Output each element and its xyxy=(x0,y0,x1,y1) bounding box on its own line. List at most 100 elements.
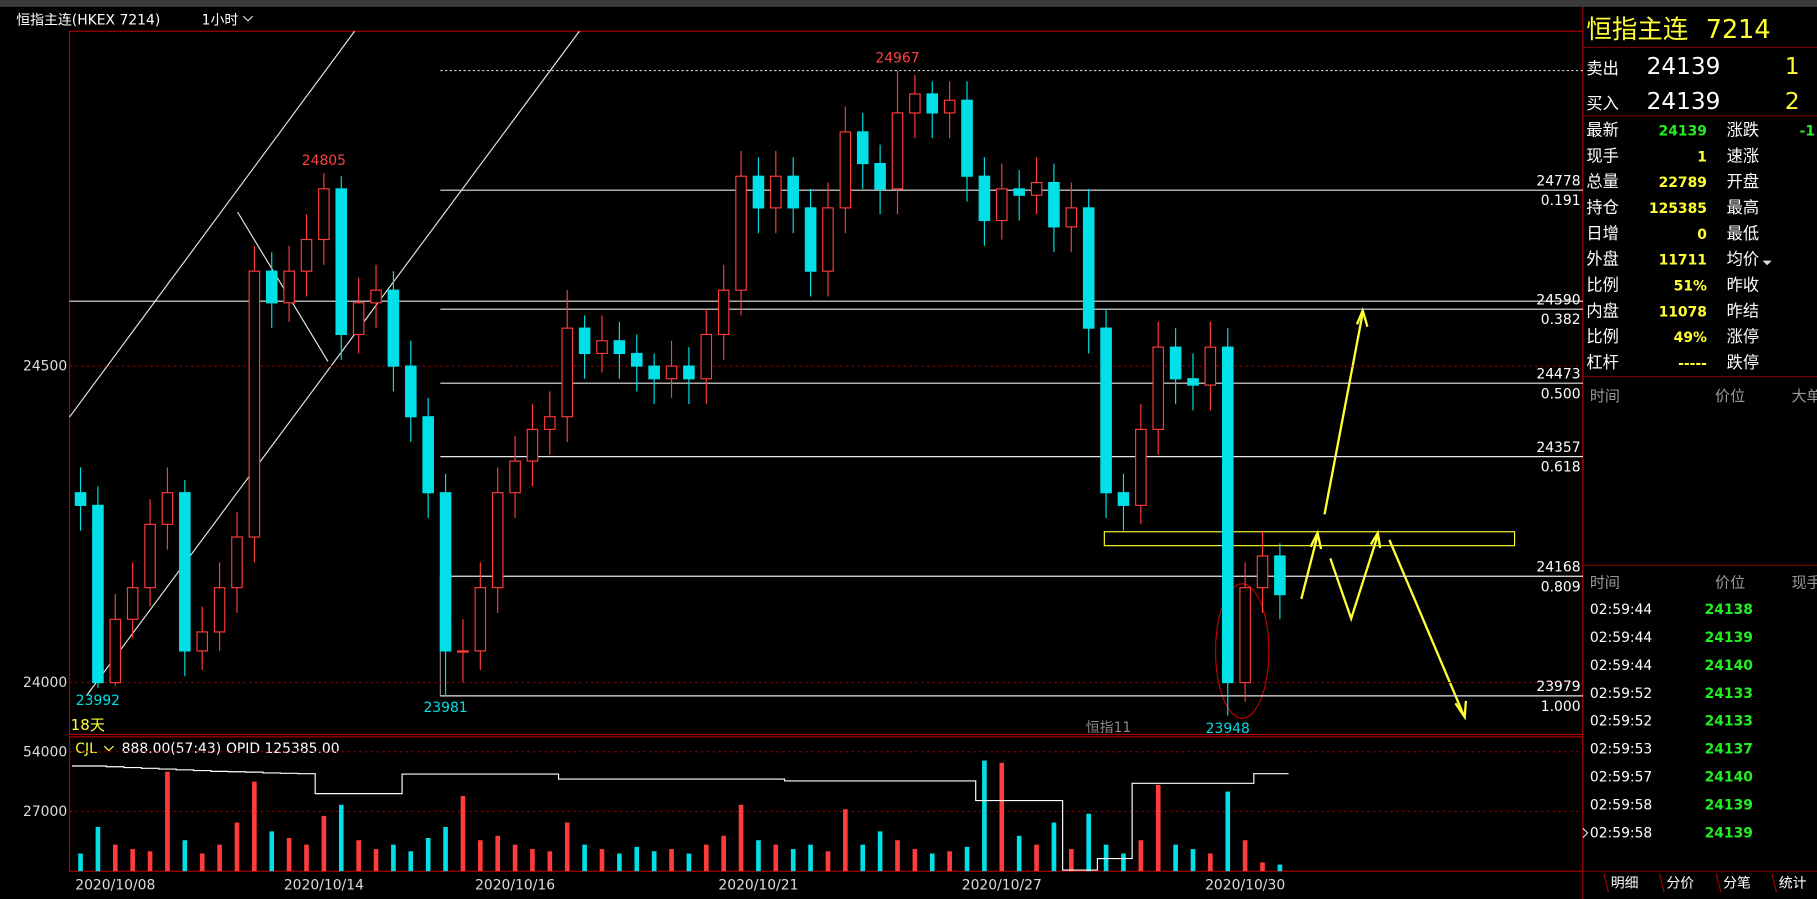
candle-body xyxy=(335,188,348,336)
volume-bar xyxy=(182,840,188,872)
plot: 24000 24500 24778 0.191 24590 0.382 24473 0.500… xyxy=(23,50,1583,894)
trade-time: 02:59:52 xyxy=(1590,686,1652,702)
candle-body xyxy=(300,238,313,272)
period-selector[interactable]: 1小时 xyxy=(202,12,239,28)
volume-bar xyxy=(408,851,414,872)
candle-body xyxy=(926,93,939,114)
trade-time: 02:59:57 xyxy=(1590,770,1652,786)
x-tick-label: 2020/10/16 xyxy=(475,878,555,894)
candle-body xyxy=(1152,346,1165,430)
stat-value: ----- xyxy=(1678,356,1707,372)
candle-body xyxy=(683,365,695,380)
stat-label: 最低 xyxy=(1727,224,1759,243)
volume-bar xyxy=(599,849,605,872)
candle-body xyxy=(352,302,365,336)
volume-bar xyxy=(547,851,553,872)
volume-bar xyxy=(912,849,918,872)
candle-body xyxy=(74,492,87,506)
candle-body xyxy=(1204,346,1217,386)
candle-body xyxy=(318,188,330,241)
volume-bar xyxy=(1190,849,1196,872)
volume-bar xyxy=(1277,864,1283,872)
volume-bar xyxy=(460,795,466,872)
trade-time: 02:59:53 xyxy=(1590,742,1652,758)
volume-bar xyxy=(373,849,379,872)
volume-bar xyxy=(617,853,622,872)
candle-body xyxy=(891,112,904,190)
candle-body xyxy=(1117,492,1130,506)
dropdown-icon xyxy=(1762,260,1772,266)
stat-label: 均价 xyxy=(1727,250,1759,269)
candle-body xyxy=(474,587,487,652)
fib-price: 24590 xyxy=(1536,293,1580,309)
y-tick-label: 24500 xyxy=(23,359,67,375)
stat-value: 0 xyxy=(1697,227,1707,243)
candle-body xyxy=(1082,207,1095,329)
trade-price: 24140 xyxy=(1705,770,1753,786)
stat-label: 最新 xyxy=(1586,121,1618,140)
volume-bar xyxy=(78,853,83,872)
contract-label: 恒指11 xyxy=(1086,720,1131,736)
volume-bar xyxy=(1103,844,1109,872)
candle-body xyxy=(665,365,678,380)
volume-bar xyxy=(199,853,205,872)
fib-price: 24473 xyxy=(1536,367,1580,383)
panel-tab[interactable]: 分价 xyxy=(1666,875,1694,891)
fib-ratio: 0.191 xyxy=(1541,193,1581,209)
panel-tab[interactable]: 统计 xyxy=(1779,875,1807,891)
panel-tab[interactable]: 分笔 xyxy=(1723,875,1751,891)
candle-body xyxy=(144,523,156,589)
volume-bar xyxy=(1242,840,1248,872)
trade-time: 02:59:44 xyxy=(1590,602,1653,618)
x-tick-label: 2020/10/14 xyxy=(284,878,364,894)
candle-body xyxy=(787,175,799,209)
volume-bar xyxy=(112,844,118,872)
volume-bar xyxy=(425,838,431,872)
candle-body xyxy=(874,162,886,190)
arrow-head xyxy=(1454,700,1468,721)
candle-body xyxy=(196,631,209,652)
window-top xyxy=(0,0,1817,7)
stat-label: 外盘 xyxy=(1586,250,1618,269)
volume-bar xyxy=(217,844,222,872)
candle-body xyxy=(995,188,1008,222)
opid-info: OPID 125385.00 xyxy=(226,741,340,757)
trade-price: 24139 xyxy=(1705,825,1753,841)
stat-value: 1 xyxy=(1697,149,1707,165)
volume-tick-label: 54000 xyxy=(23,744,67,760)
fib-price: 24168 xyxy=(1536,560,1580,576)
volume-bar xyxy=(391,844,396,872)
column-header: 现手 xyxy=(1792,573,1817,591)
volume-bar xyxy=(234,822,240,872)
volume-bar xyxy=(1051,822,1057,872)
tab-divider xyxy=(1771,873,1778,893)
volume-bar xyxy=(95,826,101,872)
trade-price: 24140 xyxy=(1705,658,1753,674)
fib-price: 24778 xyxy=(1536,174,1580,190)
volume-bar xyxy=(703,844,709,872)
candle-body xyxy=(770,175,782,209)
period-chevron xyxy=(242,15,254,22)
volume-bar xyxy=(860,844,866,872)
candle-body xyxy=(179,492,191,652)
volume-bar xyxy=(1086,813,1092,872)
column-header: 大单 xyxy=(1792,387,1817,405)
symbol-title[interactable]: 恒指主连(HKEX 7214) xyxy=(16,12,160,28)
panel-tab[interactable]: 明细 xyxy=(1611,875,1639,891)
volume-info: 888.00(57:43) xyxy=(122,741,221,757)
volume-bar xyxy=(686,853,692,872)
x-tick-label: 2020/10/30 xyxy=(1205,878,1285,894)
quote-name: 恒指主连 xyxy=(1586,15,1688,45)
candle-body xyxy=(405,365,417,418)
volume-bar xyxy=(1016,835,1022,872)
fib-ratio: 1.000 xyxy=(1541,699,1581,715)
candle-body xyxy=(943,99,956,114)
fib-ratio: 0.809 xyxy=(1541,579,1581,595)
zone-box xyxy=(1103,531,1516,547)
candle-body xyxy=(700,333,713,380)
candle-body xyxy=(509,460,521,494)
stat-label: 开盘 xyxy=(1727,172,1759,191)
trade-time: 02:59:52 xyxy=(1590,714,1652,730)
candle-body xyxy=(161,492,174,525)
